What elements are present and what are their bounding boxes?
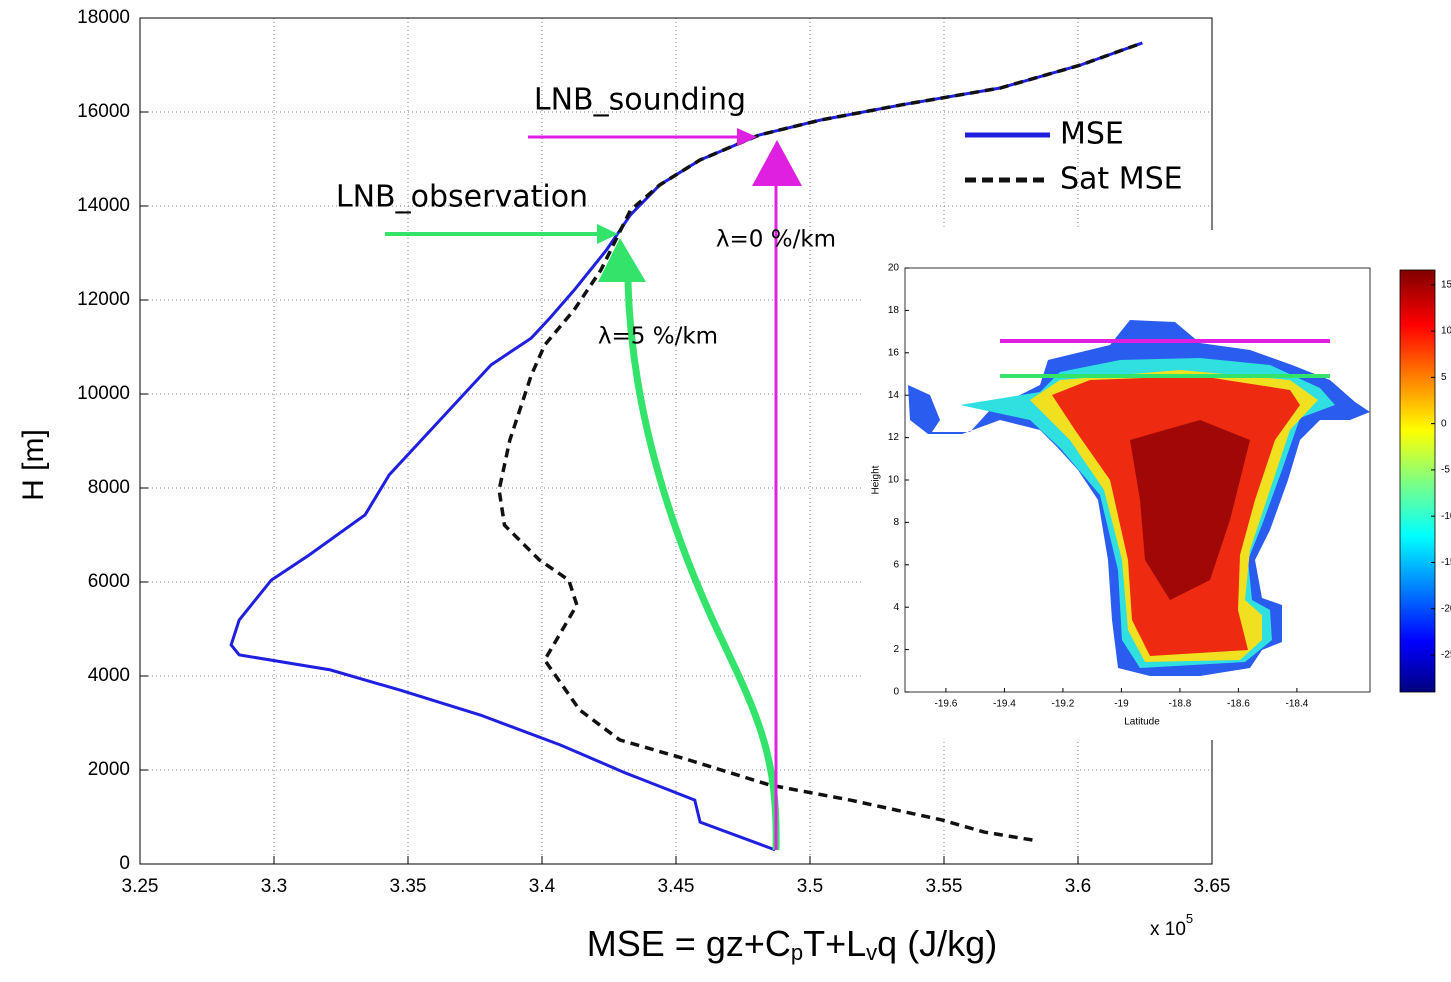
colorbar-tick-label: 15 [1441, 279, 1451, 290]
label-part: T+L [803, 923, 866, 964]
inset-x-tick-label: -18.6 [1227, 699, 1250, 710]
x-multiplier: x 105 [1150, 911, 1193, 940]
annotation: LNB_observation [336, 180, 588, 215]
y-tick-label: 0 [119, 853, 130, 874]
inset-y-tick-label: 14 [888, 390, 900, 401]
x-tick-label: 3.4 [529, 876, 556, 897]
multiplier-exp: 5 [1186, 911, 1193, 926]
inset-y-tick-label: 2 [893, 644, 899, 655]
y-tick-label: 12000 [77, 289, 130, 310]
inset-x-tick-label: -18.4 [1285, 699, 1308, 710]
colorbar [1400, 270, 1435, 692]
y-tick-label: 6000 [88, 571, 130, 592]
colorbar-tick-label: 10 [1441, 326, 1451, 337]
annotation: λ=5 %/km [598, 324, 718, 350]
label-part: MSE = gz+C [587, 923, 791, 964]
arrowhead [737, 128, 757, 146]
legend-label: MSE [1060, 117, 1124, 152]
y-axis-label: H [m] [17, 429, 50, 501]
inset-x-label: Latitude [1124, 717, 1160, 728]
colorbar-tick-label: 0 [1441, 418, 1447, 429]
x-tick-label: 3.35 [390, 876, 427, 897]
colorbar-tick-label: 5 [1441, 372, 1447, 383]
colorbar-tick-label: -25 [1441, 650, 1451, 661]
y-tick-label: 14000 [77, 195, 130, 216]
y-tick-label: 2000 [88, 759, 130, 780]
x-tick-label: 3.3 [261, 876, 287, 897]
x-tick-label: 3.55 [926, 876, 963, 897]
inset-y-tick-label: 12 [888, 432, 900, 443]
y-tick-label: 16000 [77, 101, 130, 122]
inset-y-tick-label: 8 [893, 517, 899, 528]
colorbar-tick-label: -20 [1441, 603, 1451, 614]
chart: LNB_sounding LNB_observation λ=0 %/km λ=… [0, 0, 1451, 977]
y-tick-label: 18000 [77, 7, 130, 28]
inset-y-tick-label: 18 [888, 305, 900, 316]
label-sub: v [866, 940, 877, 965]
colorbar-tick-label: -5 [1441, 465, 1450, 476]
legend-label: Sat MSE [1060, 162, 1183, 197]
inset-y-tick-label: 6 [893, 559, 899, 570]
inset-y-tick-label: 0 [893, 687, 899, 698]
inset-y-tick-label: 4 [893, 602, 899, 613]
x-axis-label: MSE = gz+CpT+Lvq (J/kg) [587, 923, 997, 965]
y-tick-label: 4000 [88, 665, 130, 686]
y-tick-label: 8000 [88, 477, 130, 498]
label-part: q (J/kg) [877, 923, 997, 964]
annotation: LNB_sounding [534, 83, 746, 118]
inset-y-label: Height [871, 465, 882, 494]
inset-y-tick-label: 16 [888, 347, 900, 358]
inset-x-tick-label: -19 [1114, 699, 1129, 710]
colorbar-tick-label: -15 [1441, 557, 1451, 568]
lambda5-curve [628, 282, 776, 850]
inset-y-tick-label: 10 [888, 475, 900, 486]
inset-x-tick-label: -19.2 [1052, 699, 1075, 710]
x-tick-label: 3.6 [1065, 876, 1091, 897]
colorbar-tick-label: -10 [1441, 511, 1451, 522]
x-tick-label: 3.25 [122, 876, 159, 897]
arrowhead [752, 140, 802, 186]
inset-x-tick-label: -19.6 [935, 699, 958, 710]
arrowhead [598, 238, 646, 282]
inset-x-tick-label: -18.8 [1169, 699, 1192, 710]
x-tick-label: 3.5 [797, 876, 823, 897]
inset-x-tick-label: -19.4 [993, 699, 1016, 710]
x-tick-label: 3.65 [1194, 876, 1231, 897]
legend: MSE Sat MSE [965, 117, 1183, 197]
annotation: λ=0 %/km [716, 227, 836, 253]
multiplier-base: x 10 [1150, 919, 1186, 940]
inset-y-tick-label: 20 [888, 263, 900, 274]
label-sub: p [791, 940, 803, 965]
x-tick-label: 3.45 [658, 876, 695, 897]
y-tick-label: 10000 [77, 383, 130, 404]
